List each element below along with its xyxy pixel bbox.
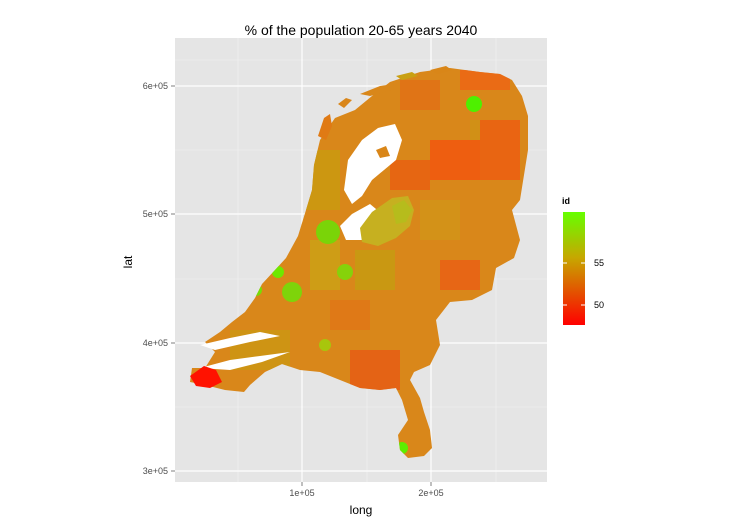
x-axis-title: long (350, 503, 373, 517)
terschelling (360, 84, 394, 96)
y-tick-label: 5e+05 (143, 209, 168, 219)
ameland (396, 72, 418, 80)
legend-colorbar: 55 50 (563, 212, 604, 325)
x-tick-label: 2e+05 (418, 488, 443, 498)
ijsselmeer-water (344, 124, 402, 204)
zeeland-channel-1 (200, 332, 280, 350)
schiermonnikoog (430, 66, 452, 74)
netherlands-map (190, 66, 528, 458)
legend: id 55 50 (562, 196, 622, 335)
vlieland (338, 98, 352, 108)
x-axis: 1e+05 2e+05 long (289, 482, 444, 517)
y-tick-label: 3e+05 (143, 466, 168, 476)
zeeland-channel-2 (200, 352, 290, 370)
legend-title: id (562, 196, 570, 206)
legend-label-50: 50 (594, 300, 604, 310)
y-tick-label: 6e+05 (143, 81, 168, 91)
legend-label-55: 55 (594, 258, 604, 268)
page-title: % of the population 20-65 years 2040 (244, 22, 478, 38)
red-region (190, 366, 222, 388)
y-axis-title: lat (121, 255, 135, 268)
legend-gradient-bar (563, 212, 585, 325)
y-tick-label: 4e+05 (143, 338, 168, 348)
x-tick-label: 1e+05 (289, 488, 314, 498)
y-axis: 6e+05 5e+05 4e+05 3e+05 lat (121, 81, 175, 476)
texel (318, 114, 332, 140)
